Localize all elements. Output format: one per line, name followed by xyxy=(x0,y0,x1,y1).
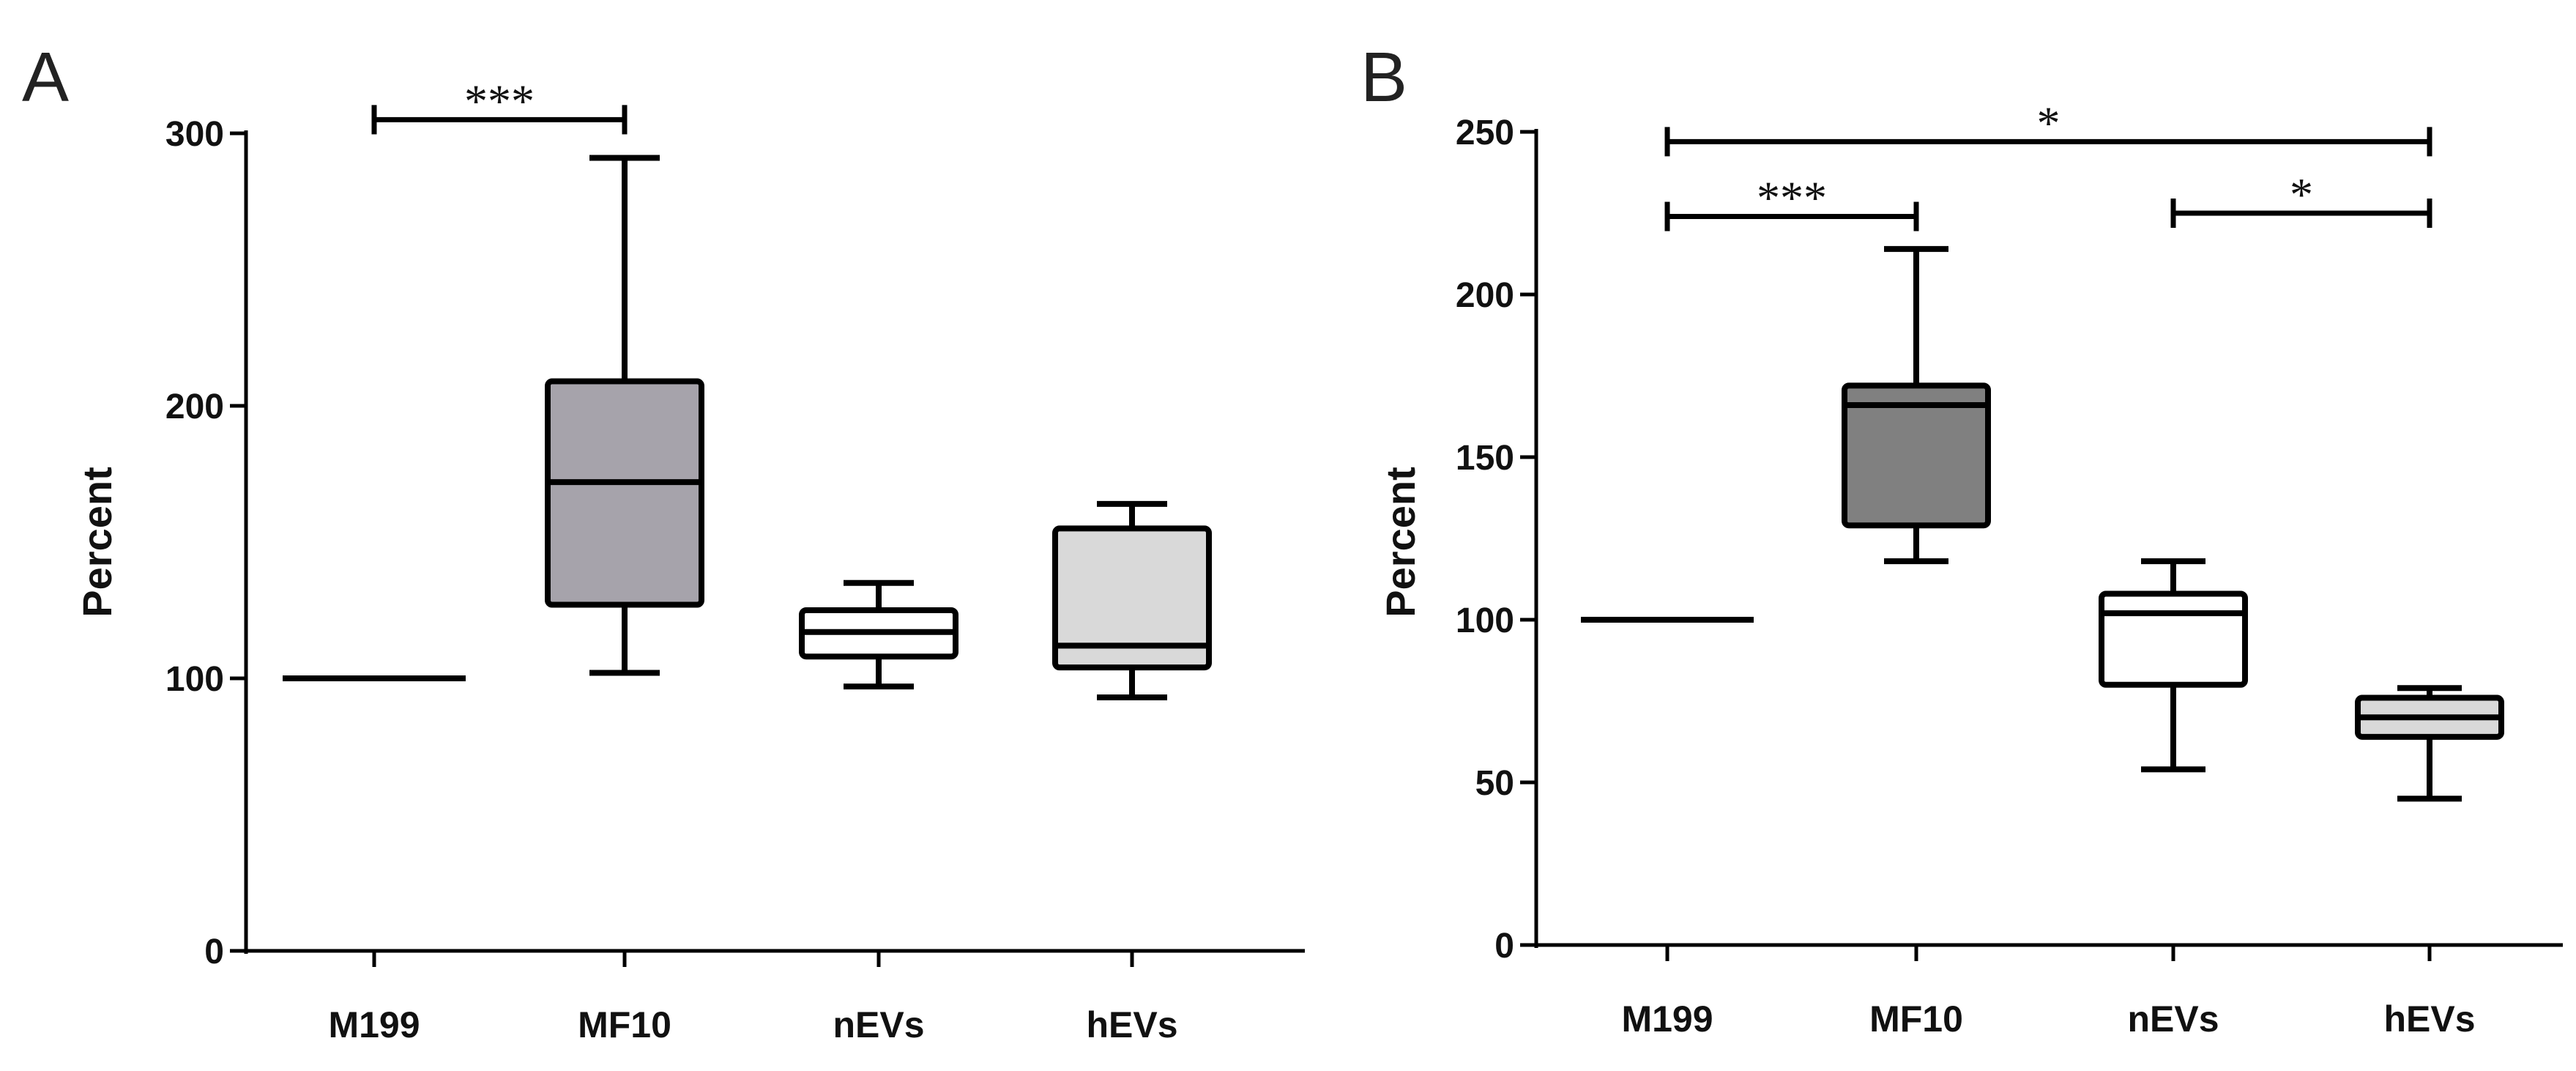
panel-b-y-tick-label: 0 xyxy=(1494,927,1514,966)
panel-b-y-tick-label: 50 xyxy=(1475,764,1514,803)
panel-b-significance-label: *** xyxy=(1757,171,1827,223)
panel-a-box-mf10 xyxy=(545,155,704,676)
panel-a-y-tick-label: 0 xyxy=(204,933,224,971)
panel-b-y-axis-title: Percent xyxy=(1377,467,1423,617)
panel-a-x-tick-label: nEVs xyxy=(833,1004,924,1045)
panel-a-iqr-box xyxy=(1052,525,1212,671)
panel-b-iqr-box xyxy=(2099,590,2248,688)
panel-b-significance-label: * xyxy=(2290,168,2313,220)
panel-a-significance-bracket: *** xyxy=(371,75,628,135)
panel-a-x-tick-label: MF10 xyxy=(578,1004,671,1045)
panel-b-y-tick-label: 100 xyxy=(1456,601,1514,640)
panel-b-y-tick-label: 250 xyxy=(1456,114,1514,152)
panel-b-significance-bracket: *** xyxy=(1664,171,1919,231)
panel-a-iqr-box xyxy=(545,378,704,608)
panel-b-y-tick-label: 150 xyxy=(1456,439,1514,478)
panel-b-box-mf10 xyxy=(1842,245,1991,565)
panel-b-significance-label: * xyxy=(2037,97,2061,149)
panel-a-box-nevs xyxy=(799,579,958,690)
panel-a-box-hevs xyxy=(1052,500,1212,701)
panel-a-x-tick-label: M199 xyxy=(328,1004,420,1045)
panel-a-significance-label: *** xyxy=(464,75,535,127)
panel-b-x-tick-label: MF10 xyxy=(1869,998,1963,1040)
panel-a-x-tick-label: hEVs xyxy=(1086,1004,1177,1045)
panel-a-y-axis-title: Percent xyxy=(74,467,120,617)
panel-b-y-tick-label: 200 xyxy=(1456,276,1514,315)
panel-a: A Percent 0 100 200 300 M199 MF10 nEVs hEVs *** xyxy=(22,38,1305,1045)
panel-b-significance-bracket: * xyxy=(2170,168,2432,228)
panel-b: B Percent 0 50 100 150 200 250 M199 MF10 nEVs hEV… xyxy=(1360,38,2563,1040)
panel-b-box-hevs xyxy=(2355,685,2504,802)
panel-b-x-tick-label: nEVs xyxy=(2127,998,2219,1040)
panel-a-y-tick-label: 200 xyxy=(165,388,224,426)
panel-b-x-tick-label: M199 xyxy=(1621,998,1713,1040)
panel-b-letter: B xyxy=(1360,38,1407,116)
panel-b-significance-bracket: * xyxy=(1664,97,2432,157)
panel-a-y-tick-label: 300 xyxy=(165,115,224,154)
panel-b-x-tick-label: hEVs xyxy=(2383,998,2475,1040)
panel-a-letter: A xyxy=(22,38,69,116)
panel-a-y-tick-label: 100 xyxy=(165,660,224,699)
panel-b-box-nevs xyxy=(2099,558,2248,773)
panel-b-iqr-box xyxy=(1842,382,1991,529)
